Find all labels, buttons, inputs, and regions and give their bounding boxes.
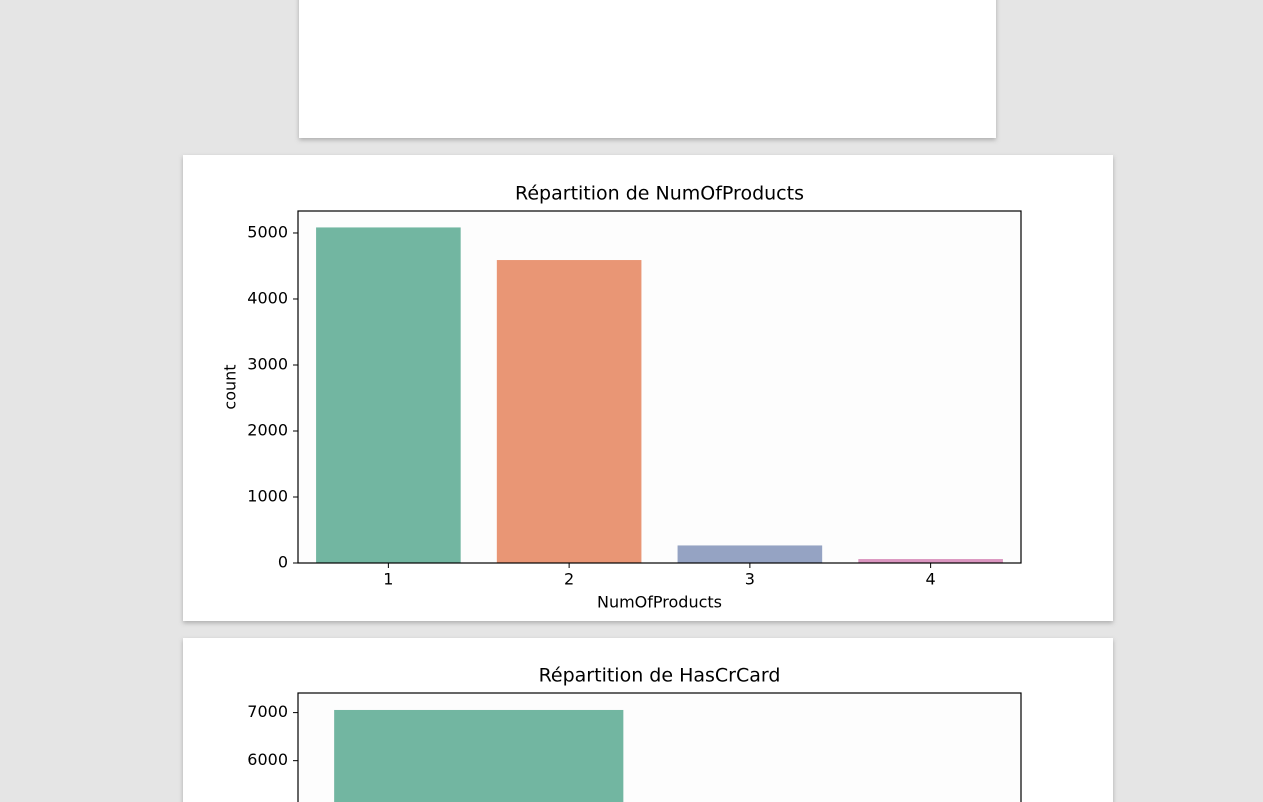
bar: [858, 559, 1003, 563]
axes-frame: [297, 692, 1022, 802]
y-tick-label: 3000: [247, 354, 288, 373]
y-tick-label: 7000: [247, 702, 288, 721]
bar: [334, 709, 624, 802]
y-tick-label: 5000: [247, 222, 288, 241]
y-tick-label: 6000: [247, 750, 288, 769]
x-axis-label: NumOfProducts: [597, 593, 722, 612]
y-tick-label: 4000: [247, 288, 288, 307]
bar: [316, 227, 461, 563]
bar: [496, 260, 642, 563]
bar: [677, 545, 823, 563]
axes-frame: [297, 210, 1022, 564]
x-tick-label: 2: [564, 570, 574, 589]
x-tick-label: 3: [745, 570, 755, 589]
output-card: [299, 0, 996, 138]
y-tick-label: 2000: [247, 420, 288, 439]
x-tick-label: 4: [926, 570, 936, 589]
chart-title: Répartition de NumOfProducts: [515, 183, 804, 205]
x-tick-label: 1: [383, 570, 393, 589]
y-axis-label: count: [221, 364, 240, 409]
y-tick-label: 0: [278, 553, 288, 572]
y-tick-label: 1000: [247, 486, 288, 505]
chart-title: Répartition de HasCrCard: [539, 665, 781, 687]
